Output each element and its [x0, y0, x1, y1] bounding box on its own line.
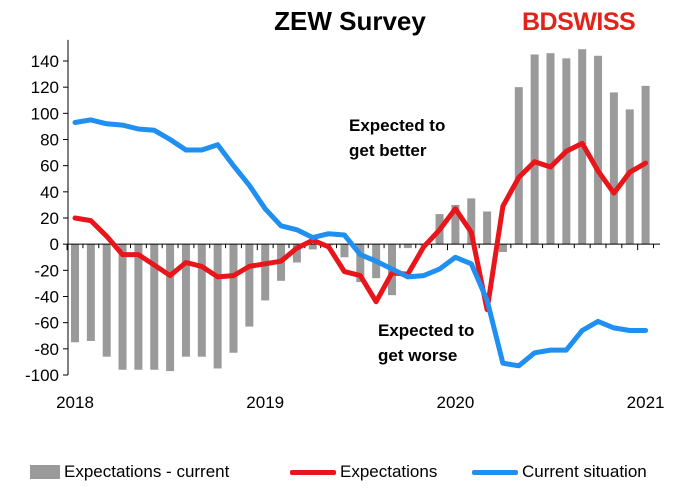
- bar: [609, 92, 618, 245]
- bar: [514, 87, 523, 245]
- legend-item-bars: Expectations - current: [30, 462, 229, 482]
- legend-label-red: Expectations: [340, 462, 438, 481]
- y-tick-label: 100: [31, 104, 59, 123]
- bar: [403, 244, 412, 249]
- bar: [71, 244, 79, 343]
- legend-item-red: Expectations: [290, 462, 437, 482]
- bar: [102, 244, 111, 357]
- bar: [625, 109, 634, 245]
- bar: [166, 244, 175, 372]
- x-tick-label: 2021: [627, 393, 665, 412]
- axes-layer: -100 -80 -60 -40 -20 0 20 40 60 80 100 120 140 2018 20…: [25, 39, 665, 412]
- legend-item-blue: Current situation: [472, 462, 647, 482]
- chart-legend: Expectations - current Expectations Curr…: [0, 462, 700, 486]
- bar: [261, 244, 270, 301]
- bar: [308, 244, 317, 250]
- legend-swatch-bars: [30, 465, 60, 479]
- y-tick-label: -100: [25, 366, 59, 385]
- y-tick-label: -20: [34, 261, 59, 280]
- bar: [356, 244, 365, 283]
- bar: [340, 244, 349, 258]
- brand-logo: BDSWISS: [522, 8, 636, 37]
- bar: [245, 244, 254, 327]
- logo-text-swiss: SWISS: [557, 8, 636, 36]
- lines-layer: [72, 117, 649, 369]
- y-tick-label: 0: [50, 235, 59, 254]
- y-tick-label: 20: [40, 209, 59, 228]
- bar: [498, 244, 507, 253]
- y-tick-label: 60: [40, 157, 59, 176]
- legend-label-bars: Expectations - current: [64, 462, 230, 481]
- annotation-worse-line1: Expected to: [378, 321, 474, 340]
- legend-swatch-blue: [472, 469, 518, 475]
- series-line-current-situation: [72, 117, 649, 369]
- legend-swatch-red: [290, 469, 336, 475]
- bar: [134, 244, 143, 370]
- bar: [197, 244, 206, 357]
- bar: [467, 198, 476, 245]
- annotation-better-line1: Expected to: [349, 116, 445, 135]
- bar: [594, 55, 603, 245]
- legend-label-blue: Current situation: [522, 462, 647, 481]
- bar: [181, 244, 190, 357]
- bar: [451, 204, 460, 245]
- annotation-better-line2: get better: [349, 141, 427, 160]
- annotation-worse-line2: get worse: [378, 346, 457, 365]
- y-tick-label: -60: [34, 314, 59, 333]
- bar: [213, 244, 222, 369]
- bar: [229, 244, 238, 353]
- series-line-expectations: [72, 140, 649, 313]
- y-tick-label: -40: [34, 288, 59, 307]
- y-tick-label: 80: [40, 131, 59, 150]
- y-tick-label: 40: [40, 183, 59, 202]
- y-tick-label: 120: [31, 78, 59, 97]
- bar: [483, 211, 492, 245]
- bar: [530, 54, 539, 245]
- bars-layer: [71, 49, 650, 372]
- bar: [150, 244, 159, 370]
- y-tick-label: 140: [31, 52, 59, 71]
- bar: [292, 244, 301, 263]
- x-tick-label: 2018: [56, 393, 94, 412]
- bar: [118, 244, 127, 370]
- bar: [86, 244, 95, 341]
- x-tick-label: 2020: [436, 393, 474, 412]
- y-tick-label: -80: [34, 340, 59, 359]
- bar: [546, 53, 555, 245]
- x-tick-label: 2019: [246, 393, 284, 412]
- chart-title: ZEW Survey: [274, 6, 426, 36]
- logo-text-bd: BD: [522, 8, 558, 36]
